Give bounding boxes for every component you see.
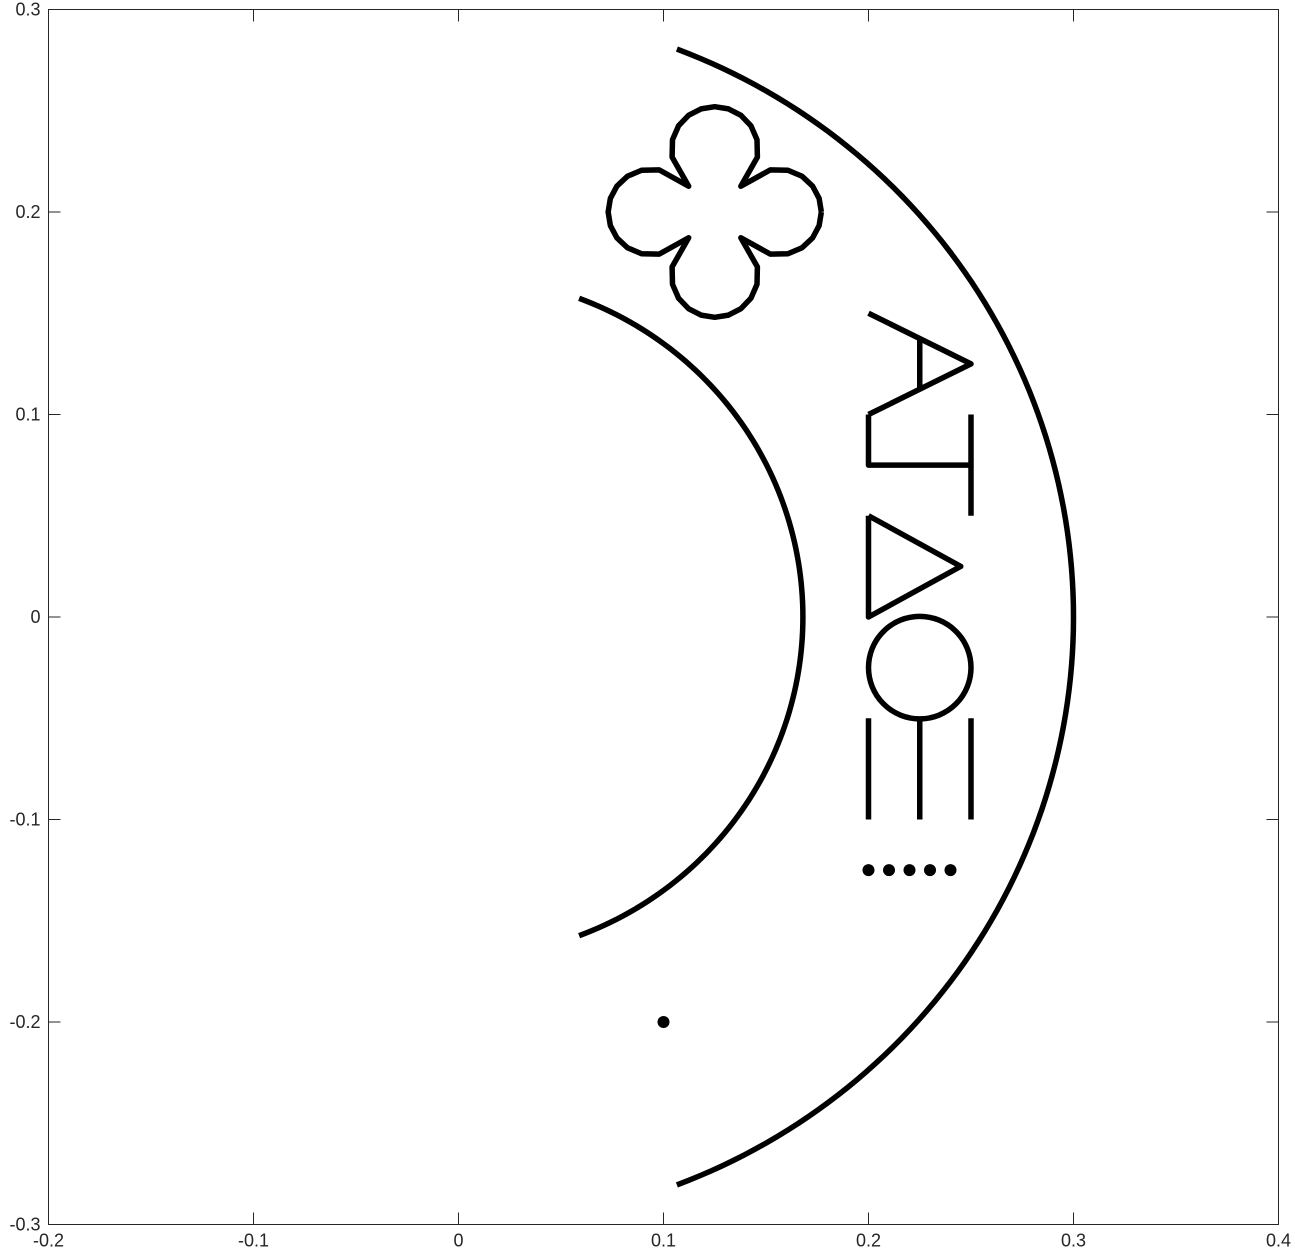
data-point [862, 864, 875, 877]
y-tick-label: 0 [30, 607, 40, 627]
x-tick-label: 0.1 [651, 1231, 676, 1251]
data-point [657, 1016, 670, 1028]
flower-curve [605, 103, 825, 321]
x-tick-label: 0 [453, 1231, 463, 1251]
data-point [883, 864, 895, 877]
x-tick-label: 0.3 [1061, 1231, 1086, 1251]
y-tick-label: 0.1 [15, 405, 40, 425]
plot-shapes [578, 46, 1077, 1188]
x-tick-labels: -0.2 -0.1 0 0.1 0.2 0.3 0.4 [33, 1231, 1291, 1251]
arc-curve [578, 295, 806, 939]
glyph-stroke [865, 513, 964, 620]
arc-curve [675, 46, 1077, 1188]
x-tick-label: -0.1 [238, 1231, 269, 1251]
x-tick-label: 0.4 [1266, 1231, 1291, 1251]
glyph-stroke [867, 310, 974, 417]
x-tick-label: 0.2 [856, 1231, 881, 1251]
axis-ticks [48, 9, 1279, 1225]
y-tick-label: 0.2 [15, 202, 40, 222]
x-tick-label: -0.2 [33, 1231, 64, 1251]
y-tick-label: 0.3 [15, 0, 40, 20]
data-point [924, 864, 936, 877]
data-point [903, 864, 916, 877]
data-point [944, 864, 957, 877]
glyph-stroke [865, 414, 971, 468]
y-tick-label: -0.3 [9, 1215, 40, 1235]
y-tick-label: -0.2 [9, 1012, 40, 1032]
y-tick-labels: -0.3 -0.2 -0.1 0 0.1 0.2 0.3 [9, 0, 40, 1235]
circle-curve [865, 613, 974, 722]
axes-box [48, 9, 1279, 1225]
y-tick-label: -0.1 [9, 810, 40, 830]
